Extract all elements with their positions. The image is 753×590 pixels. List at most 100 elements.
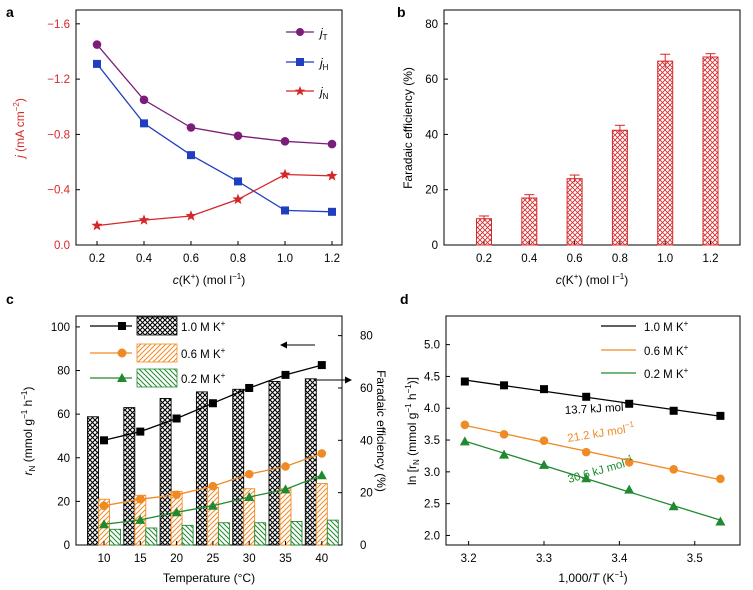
series-jH-point [187,151,195,160]
legend-d-3-label: 0.2 M K+ [644,366,689,381]
panel-b-xtick-label: 0.4 [521,253,538,265]
panel-d-xtick-label: 3.3 [536,553,552,565]
bar-0.8 [611,129,628,246]
arrhenius-point-1 [582,392,591,401]
bar-1.2 [702,56,719,246]
rate-point-3 [244,492,255,502]
fe-bar-1 [304,378,317,546]
panel-c-xtick-label: 25 [207,553,220,565]
panel-a-xtick-label: 0.2 [89,253,105,265]
legend-c-2-label: 0.6 M K+ [181,346,226,361]
arrhenius-point-1 [460,377,469,386]
rate-point-1 [281,370,290,379]
panel-c-y2label: Faradaic efficiency (%) [374,370,388,492]
arrhenius-point-1 [716,411,725,420]
arrhenius-point-2 [499,430,509,439]
series-jT-point [92,40,102,49]
rate-point-3 [171,507,182,517]
legend-c-2-swatch [136,343,178,363]
panel-c-ytick-label: 0 [64,540,70,552]
panel-c-xtick-label: 35 [279,553,292,565]
arrhenius-point-3 [668,501,679,511]
rate-point-2 [244,469,254,479]
legend-c-2-marker [117,348,127,358]
arrhenius-point-3 [581,473,592,483]
legend-d-2-label: 0.6 M K+ [644,343,689,358]
legend-c-1-marker [118,322,126,330]
panel-d-xtick-label: 3.5 [687,553,703,565]
panel-b-xtick-label: 0.8 [612,253,628,265]
bar-0.6 [566,178,583,246]
fe-bar-1 [195,391,208,546]
panel-label-d: d [400,291,409,307]
fe-bar-1 [159,397,172,546]
series-jH-point [140,119,148,128]
arrhenius-point-3 [539,459,549,469]
panel-c-y2tick-label: 40 [360,435,373,447]
panel-a-xtick-label: 0.6 [183,253,199,265]
legend-c-3-label: 0.2 M K+ [181,371,226,386]
panel-d-legend: 1.0 M K+ 0.6 M K+ 0.2 M K+ [601,319,689,381]
panel-a-frame [75,9,343,246]
arrhenius-point-2 [539,436,549,445]
series-jH-point [281,206,289,215]
legend-jT-marker [296,28,304,36]
panel-d-xlabel: 1,000/T (K−1) [558,570,627,585]
panel-b-ytick-label: 20 [425,185,438,197]
panel-b-ytick-label: 60 [425,74,438,86]
rate-point-2 [281,462,290,471]
panel-c-ytick-label: 80 [57,366,70,378]
panel-c-xtick-label: 10 [98,553,111,565]
panel-d-xtick-label: 3.4 [611,553,628,565]
panel-label-c: c [6,291,14,307]
arrhenius-point-1 [540,385,548,394]
panel-d-ytick-label: 4.5 [424,371,440,383]
fe-bar-2 [206,486,219,546]
panel-b-frame [443,9,741,246]
panel-d-ytick-label: 4.0 [424,403,440,415]
fe-bar-1 [232,388,245,546]
rate-point-1 [136,427,145,436]
panel-a-xlabel: c(K+) (mol l−1) [173,272,245,287]
panel-c-xtick-label: 40 [315,553,328,565]
arrhenius-point-2 [624,458,634,467]
panel-b-chart: 0 20 40 60 80 0.2 0.4 0.6 0.8 1.0 1.2 Faradaic ef… [401,9,741,287]
legend-jN-marker [294,86,306,96]
arrhenius-point-2 [669,465,678,474]
panel-d-xtick-label: 3.2 [461,553,477,565]
fe-bar-3 [290,520,303,546]
panel-a-xtick-label: 0.8 [230,253,246,265]
rate-point-3 [280,484,291,494]
fe-bar-1 [268,380,281,546]
series-jT-point [280,137,290,146]
rate-point-1 [172,414,181,423]
panel-b-xtick-label: 0.6 [567,253,583,265]
panel-d-ytick-label: 3.0 [424,467,440,479]
panel-b-xtick-label: 0.2 [476,253,492,265]
arrhenius-point-3 [459,436,470,446]
left-axis-arrow-head [280,341,287,349]
legend-jT-label: jT [318,26,328,42]
panel-b-ytick-label: 80 [425,19,438,31]
panel-a-chart: 0.0 −0.4 −0.8 −1.2 −1.6 0.2 0.4 0.6 0.8 1.0 1.2 j… [12,9,343,287]
rate-point-2 [317,449,327,458]
panel-a-xtick-label: 0.4 [136,253,153,265]
panel-b-ytick-label: 0 [432,240,438,252]
panel-a-ytick-label: −1.2 [47,74,70,86]
annotation-d-1: 13.7 kJ mol−1 [564,398,633,417]
legend-jN-label: jN [318,85,329,101]
legend-d-1-label: 1.0 M K+ [644,319,689,334]
series-jH-point [234,177,242,186]
bar-0.2 [476,218,492,246]
series-jN-point [326,170,338,181]
series-jH-point [93,59,101,68]
panel-c-y2tick-label: 60 [360,383,373,395]
fe-bar-2 [315,483,328,546]
rate-point-3 [316,470,327,480]
annotation-d-2: 21.2 kJ mol−1 [566,419,636,445]
rate-point-1 [100,436,108,445]
panel-d-ylabel: ln [rN (mmol g−1 h−1)] [404,377,421,485]
panel-c-ytick-label: 40 [57,453,70,465]
panel-label-a: a [6,4,14,20]
